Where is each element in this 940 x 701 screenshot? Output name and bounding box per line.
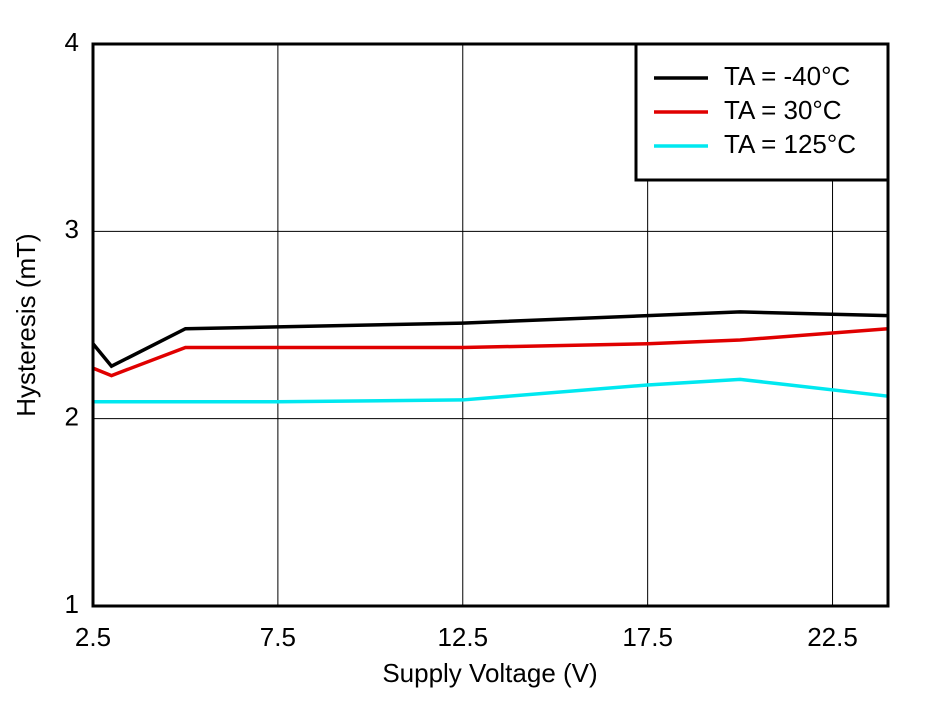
plot-frame xyxy=(91,42,890,608)
series-line xyxy=(93,377,889,404)
legend-label: TA = 30°C xyxy=(724,95,842,125)
y-tick-label: 2 xyxy=(65,402,79,432)
x-tick-label: 22.5 xyxy=(807,622,858,652)
x-tick-label: 2.5 xyxy=(75,622,111,652)
y-tick-label: 4 xyxy=(65,27,79,57)
series-line xyxy=(92,327,889,378)
x-axis-title: Supply Voltage (V) xyxy=(382,658,597,688)
series-line xyxy=(91,310,889,369)
legend-label: TA = 125°C xyxy=(724,129,856,159)
y-axis-title: Hysteresis (mT) xyxy=(11,233,41,416)
y-tick-label: 3 xyxy=(65,214,79,244)
x-tick-label: 7.5 xyxy=(260,622,296,652)
x-tick-label: 12.5 xyxy=(437,622,488,652)
legend-label: TA = -40°C xyxy=(724,61,850,91)
y-tick-label: 1 xyxy=(65,589,79,619)
x-tick-label: 17.5 xyxy=(622,622,673,652)
